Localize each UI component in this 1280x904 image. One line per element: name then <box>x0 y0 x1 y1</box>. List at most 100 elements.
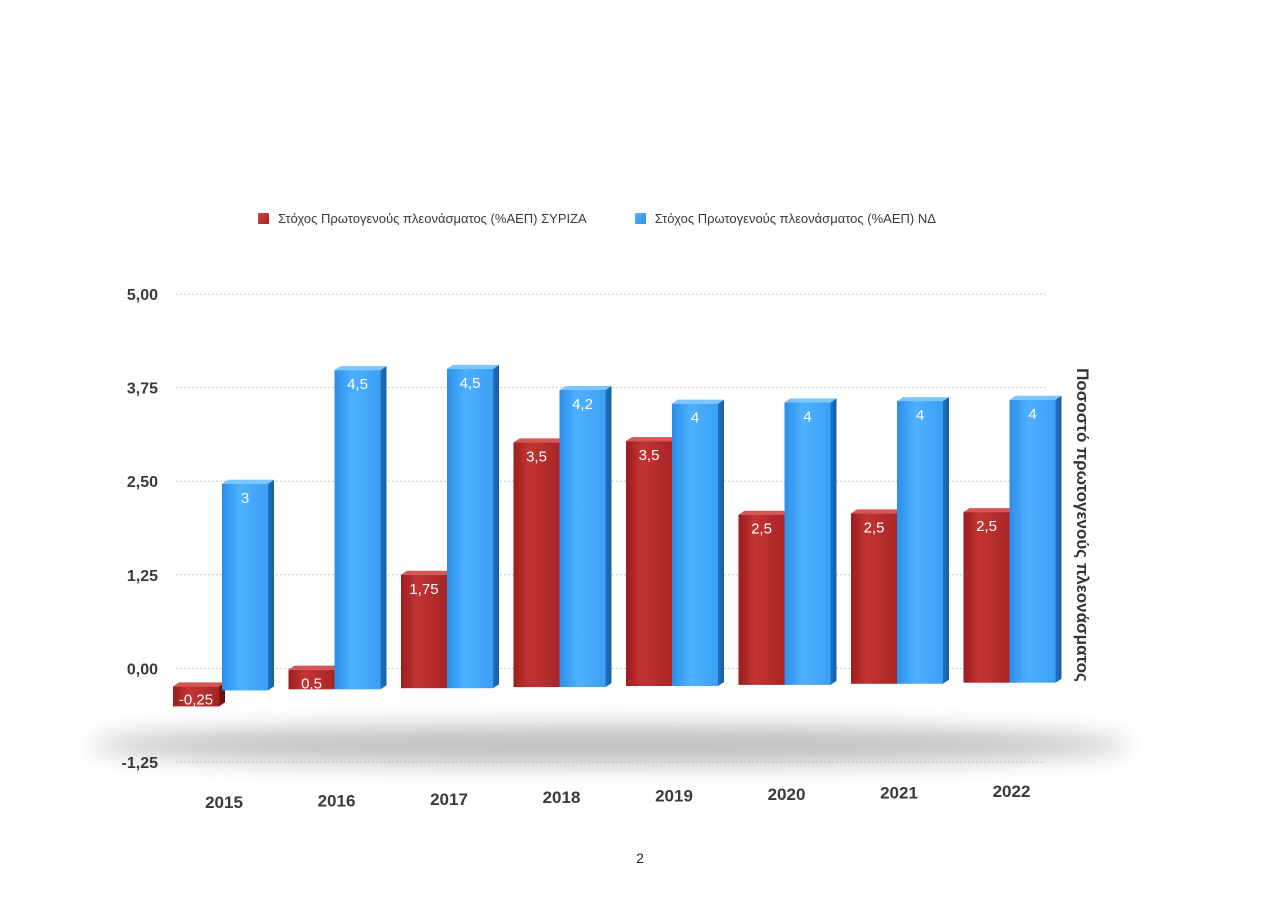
bar-side <box>268 479 274 691</box>
bar-top <box>672 399 724 404</box>
x-tick-label: 2017 <box>430 790 468 809</box>
bar-top <box>851 509 903 514</box>
bar-front <box>559 390 606 688</box>
x-tick-label: 2019 <box>655 787 693 806</box>
bar-syriza: 2,5 <box>851 509 903 684</box>
legend: Στόχος Πρωτογενούς πλεονάσματος (%ΑΕΠ) Σ… <box>258 211 936 226</box>
bar-syriza: 3,5 <box>513 438 566 688</box>
legend-label-syriza: Στόχος Πρωτογενούς πλεονάσματος (%ΑΕΠ) Σ… <box>278 211 587 226</box>
bar-front <box>173 686 219 707</box>
x-tick-label: 2016 <box>318 791 356 810</box>
bar-front <box>222 483 268 691</box>
bar-top <box>559 386 612 391</box>
legend-item-syriza: Στόχος Πρωτογενούς πλεονάσματος (%ΑΕΠ) Σ… <box>258 211 587 226</box>
legend-swatch-red <box>258 213 269 224</box>
bar-nd: 4,2 <box>559 386 612 688</box>
data-label: 3,5 <box>526 448 547 465</box>
bar-nd: 3 <box>222 479 274 691</box>
data-label: 0,5 <box>301 676 322 693</box>
bar-side <box>943 397 949 684</box>
bar-nd: 4,5 <box>447 364 499 689</box>
bar-front <box>401 574 447 689</box>
x-tick-label: 2022 <box>993 782 1031 801</box>
bar-front <box>672 403 718 686</box>
bar-side <box>830 398 837 685</box>
x-tick-label: 2021 <box>880 783 918 802</box>
bar-front <box>963 512 1010 683</box>
legend-label-nd: Στόχος Πρωτογενούς πλεονάσματος (%ΑΕΠ) Ν… <box>654 211 936 226</box>
bar-front <box>626 441 672 686</box>
bar-top <box>288 665 341 670</box>
data-label: 4 <box>1028 406 1036 423</box>
bar-syriza: 2,5 <box>738 510 791 685</box>
bar-top <box>784 398 837 403</box>
bar-front <box>288 669 335 690</box>
floor-shadow <box>90 725 1130 765</box>
bar-top <box>963 508 1016 513</box>
data-label: 4,5 <box>460 375 481 392</box>
bar-top <box>173 682 225 687</box>
y-tick-label: 2,50 <box>127 474 158 491</box>
bar-side <box>605 386 612 688</box>
bar-top <box>738 510 791 515</box>
bar-side <box>493 364 499 689</box>
bar-syriza: 0,5 <box>288 665 341 693</box>
bar-nd: 4 <box>1009 395 1062 683</box>
bar-front <box>851 513 897 684</box>
bar-front <box>897 401 943 684</box>
data-label: 1,75 <box>409 581 438 598</box>
bar-side <box>718 399 724 686</box>
x-tick-label: 2015 <box>205 793 243 812</box>
bar-front <box>334 370 381 690</box>
data-label: 3 <box>241 490 249 507</box>
y-axis: 5,00 3,75 2,50 1,25 0,00 -1,25 <box>122 287 159 772</box>
bar-front <box>738 514 785 685</box>
bar-top <box>401 570 453 575</box>
page-number: 2 <box>636 850 644 866</box>
bar-nd: 4 <box>897 397 949 684</box>
bar-nd: 4,5 <box>334 366 387 690</box>
y-tick-label: -1,25 <box>122 755 159 772</box>
bar-front <box>784 402 831 685</box>
x-tick-label: 2018 <box>543 788 581 807</box>
y-tick-label: 1,25 <box>127 568 158 585</box>
data-label: 2,5 <box>864 519 885 536</box>
y-tick-label: 3,75 <box>127 381 158 398</box>
data-label: 2,5 <box>976 518 997 535</box>
data-label: 4 <box>916 407 924 424</box>
data-label: 3,5 <box>639 447 660 464</box>
legend-swatch-blue <box>634 213 646 224</box>
bar-front <box>447 368 493 689</box>
data-label: 2,5 <box>751 521 772 538</box>
y-tick-label: 0,00 <box>127 661 158 678</box>
bar-top <box>222 479 274 484</box>
data-label: 4 <box>803 408 811 425</box>
x-axis: 2015 2016 2017 2018 2019 2020 2021 2022 <box>205 782 1030 812</box>
data-label: 4,5 <box>347 376 368 393</box>
legend-item-nd: Στόχος Πρωτογενούς πλεονάσματος (%ΑΕΠ) Ν… <box>634 211 936 226</box>
bar-top <box>334 366 387 371</box>
data-label: 4 <box>691 410 699 427</box>
bar-syriza: -0,25 <box>173 682 225 708</box>
bar-syriza: 3,5 <box>626 437 678 686</box>
y-axis-title: Ποσοστό πρωτογενούς πλεονάσματος <box>1073 368 1092 682</box>
y-tick-label: 5,00 <box>127 287 158 304</box>
bar-top <box>626 437 678 442</box>
bar-nd: 4 <box>784 398 837 685</box>
bar-top <box>513 438 566 443</box>
bar-top <box>897 397 949 402</box>
bar-syriza: 1,75 <box>401 570 453 689</box>
bar-front <box>513 442 560 688</box>
bar-nd: 4 <box>672 399 724 686</box>
data-label: -0,25 <box>179 691 213 708</box>
x-tick-label: 2020 <box>768 785 806 804</box>
bar-syriza: 2,5 <box>963 508 1016 683</box>
bar-top <box>447 364 499 369</box>
bar-side <box>1055 395 1062 683</box>
bar-front <box>1009 399 1056 683</box>
bar-top <box>1009 395 1062 400</box>
bar-side <box>380 366 387 690</box>
bars: -0,25 3 0,5 4,5 1,75 4,5 3,5 4,2 3,5 4 2,5 4 2,5 4 2,5… <box>173 364 1062 708</box>
data-label: 4,2 <box>572 396 593 413</box>
